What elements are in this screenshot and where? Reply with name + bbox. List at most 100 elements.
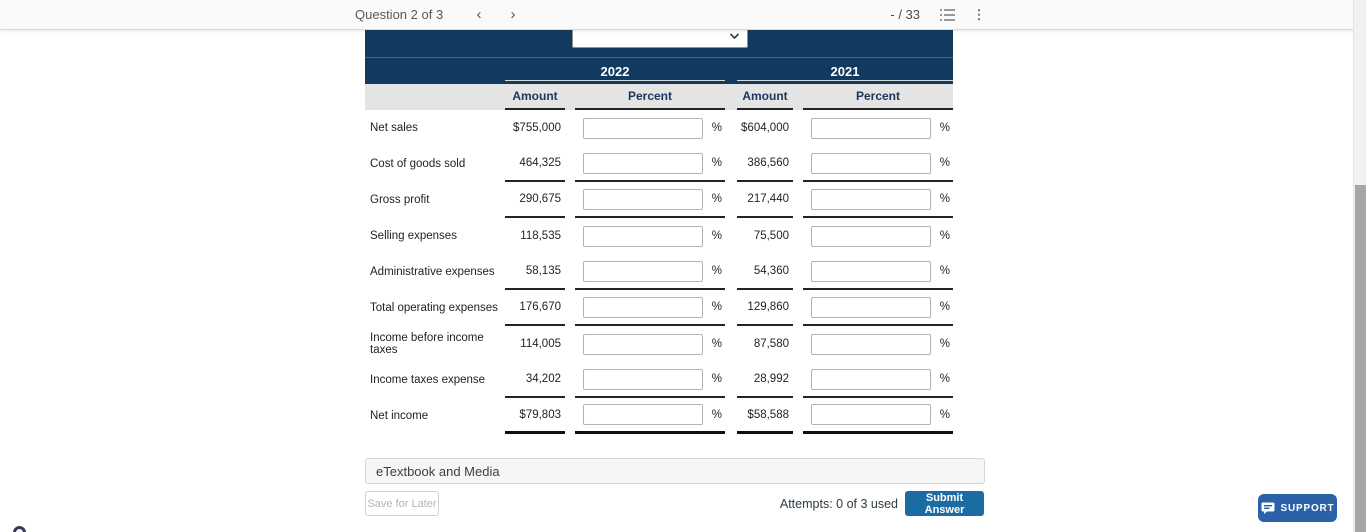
kebab-menu-icon[interactable]: ⋮	[968, 0, 990, 29]
percent-input-2021[interactable]	[811, 152, 931, 174]
percent-input-2022[interactable]	[583, 225, 703, 247]
table-row: Selling expenses 118,535 % 75,500 %	[365, 218, 953, 254]
percent-symbol: %	[939, 408, 950, 421]
percent-symbol: %	[939, 122, 950, 134]
column-gap	[565, 254, 575, 290]
column-gap	[725, 182, 737, 218]
column-gap	[565, 362, 575, 398]
percent-input-2021[interactable]	[811, 368, 931, 390]
column-gap	[565, 182, 575, 218]
year-underline-2021	[737, 80, 953, 81]
column-gap	[565, 398, 575, 434]
percent-cell-2021: %	[803, 398, 953, 434]
list-icon	[939, 8, 955, 21]
save-for-later-button[interactable]: Save for Later	[365, 491, 439, 516]
column-gap	[725, 218, 737, 254]
etextbook-media-bar[interactable]: eTextbook and Media	[365, 458, 985, 484]
column-gap	[793, 398, 803, 434]
percent-cell-2022: %	[575, 182, 725, 218]
row-label: Cost of goods sold	[370, 158, 466, 170]
column-gap	[725, 398, 737, 434]
percent-input-2021[interactable]	[811, 333, 931, 355]
percent-input-2021[interactable]	[811, 260, 931, 282]
amount-2021: $604,000	[741, 122, 789, 134]
percent-input-2021[interactable]	[811, 225, 931, 247]
table-row: Income taxes expense 34,202 % 28,992 %	[365, 362, 953, 398]
percent-symbol: %	[711, 122, 722, 134]
table-row: Net sales $755,000 % $604,000 %	[365, 110, 953, 146]
percent-input-2022[interactable]	[583, 117, 703, 139]
percent-input-2022[interactable]	[583, 296, 703, 318]
percent-symbol: %	[939, 265, 950, 277]
percent-input-2022[interactable]	[583, 333, 703, 355]
column-gap	[793, 182, 803, 218]
row-label: Income before income taxes	[370, 332, 484, 356]
amount-header-2022: Amount	[505, 84, 565, 110]
amount-header-2021: Amount	[737, 84, 793, 110]
next-question-button[interactable]: ›	[501, 0, 525, 29]
percent-input-2022[interactable]	[583, 152, 703, 174]
column-gap	[725, 326, 737, 362]
amount-2022: 118,535	[520, 230, 561, 242]
table-row: Gross profit 290,675 % 217,440 %	[365, 182, 953, 218]
row-label: Net sales	[370, 122, 418, 134]
column-gap	[565, 218, 575, 254]
previous-question-button[interactable]: ‹	[467, 0, 491, 29]
year-column-2022: 2022	[600, 63, 630, 79]
row-label: Administrative expenses	[370, 266, 495, 278]
percent-header-2021: Percent	[803, 84, 953, 110]
percent-symbol: %	[711, 230, 722, 242]
table-row: Net income $79,803 % $58,588 %	[365, 398, 953, 434]
support-label: SUPPORT	[1280, 502, 1335, 514]
column-gap	[565, 326, 575, 362]
percent-header-2022: Percent	[575, 84, 725, 110]
percent-symbol: %	[939, 157, 950, 169]
scrollbar-thumb[interactable]	[1355, 185, 1366, 532]
percent-cell-2022: %	[575, 254, 725, 290]
percent-symbol: %	[711, 193, 722, 205]
question-counter: Question 2 of 3	[355, 7, 444, 22]
percent-input-2021[interactable]	[811, 117, 931, 139]
percent-input-2022[interactable]	[583, 260, 703, 282]
amount-2022: $79,803	[505, 398, 565, 434]
percent-symbol: %	[711, 157, 722, 169]
amount-2022: $755,000	[513, 122, 561, 134]
percent-input-2021[interactable]	[811, 296, 931, 318]
percent-input-2021[interactable]	[811, 188, 931, 210]
percent-input-2022[interactable]	[583, 404, 703, 425]
amount-2021: 129,860	[737, 290, 793, 326]
table-row: Administrative expenses 58,135 % 54,360 …	[365, 254, 953, 290]
column-gap	[725, 362, 737, 398]
amount-2022: 58,135	[505, 254, 565, 290]
column-gap	[725, 254, 737, 290]
column-gap	[793, 254, 803, 290]
percent-input-2021[interactable]	[811, 404, 931, 425]
column-gap	[565, 290, 575, 326]
column-gap	[725, 110, 737, 146]
row-label: Selling expenses	[370, 230, 457, 242]
table-row: Income before income taxes 114,005 % 87,…	[365, 326, 953, 362]
percent-input-2022[interactable]	[583, 368, 703, 390]
support-button[interactable]: SUPPORT	[1258, 494, 1337, 522]
percent-cell-2022: %	[575, 110, 725, 146]
percent-cell-2021: %	[803, 362, 953, 398]
page-scrollbar[interactable]	[1353, 0, 1366, 532]
percent-symbol: %	[939, 373, 950, 385]
amount-2021: 75,500	[753, 230, 789, 242]
percent-symbol: %	[711, 408, 722, 421]
column-gap	[793, 218, 803, 254]
percent-input-2022[interactable]	[583, 188, 703, 210]
chevron-down-icon	[729, 32, 740, 39]
percent-symbol: %	[711, 338, 722, 350]
percent-cell-2021: %	[803, 290, 953, 326]
row-label: Net income	[370, 410, 429, 422]
column-gap	[725, 290, 737, 326]
question-list-icon[interactable]	[936, 0, 958, 29]
row-label: Total operating expenses	[370, 302, 498, 314]
percent-cell-2021: %	[803, 182, 953, 218]
submit-answer-button[interactable]: Submit Answer	[905, 491, 984, 516]
percent-symbol: %	[711, 373, 722, 385]
header-divider	[365, 57, 953, 58]
column-subheader: Amount Percent Amount Percent	[365, 84, 953, 110]
